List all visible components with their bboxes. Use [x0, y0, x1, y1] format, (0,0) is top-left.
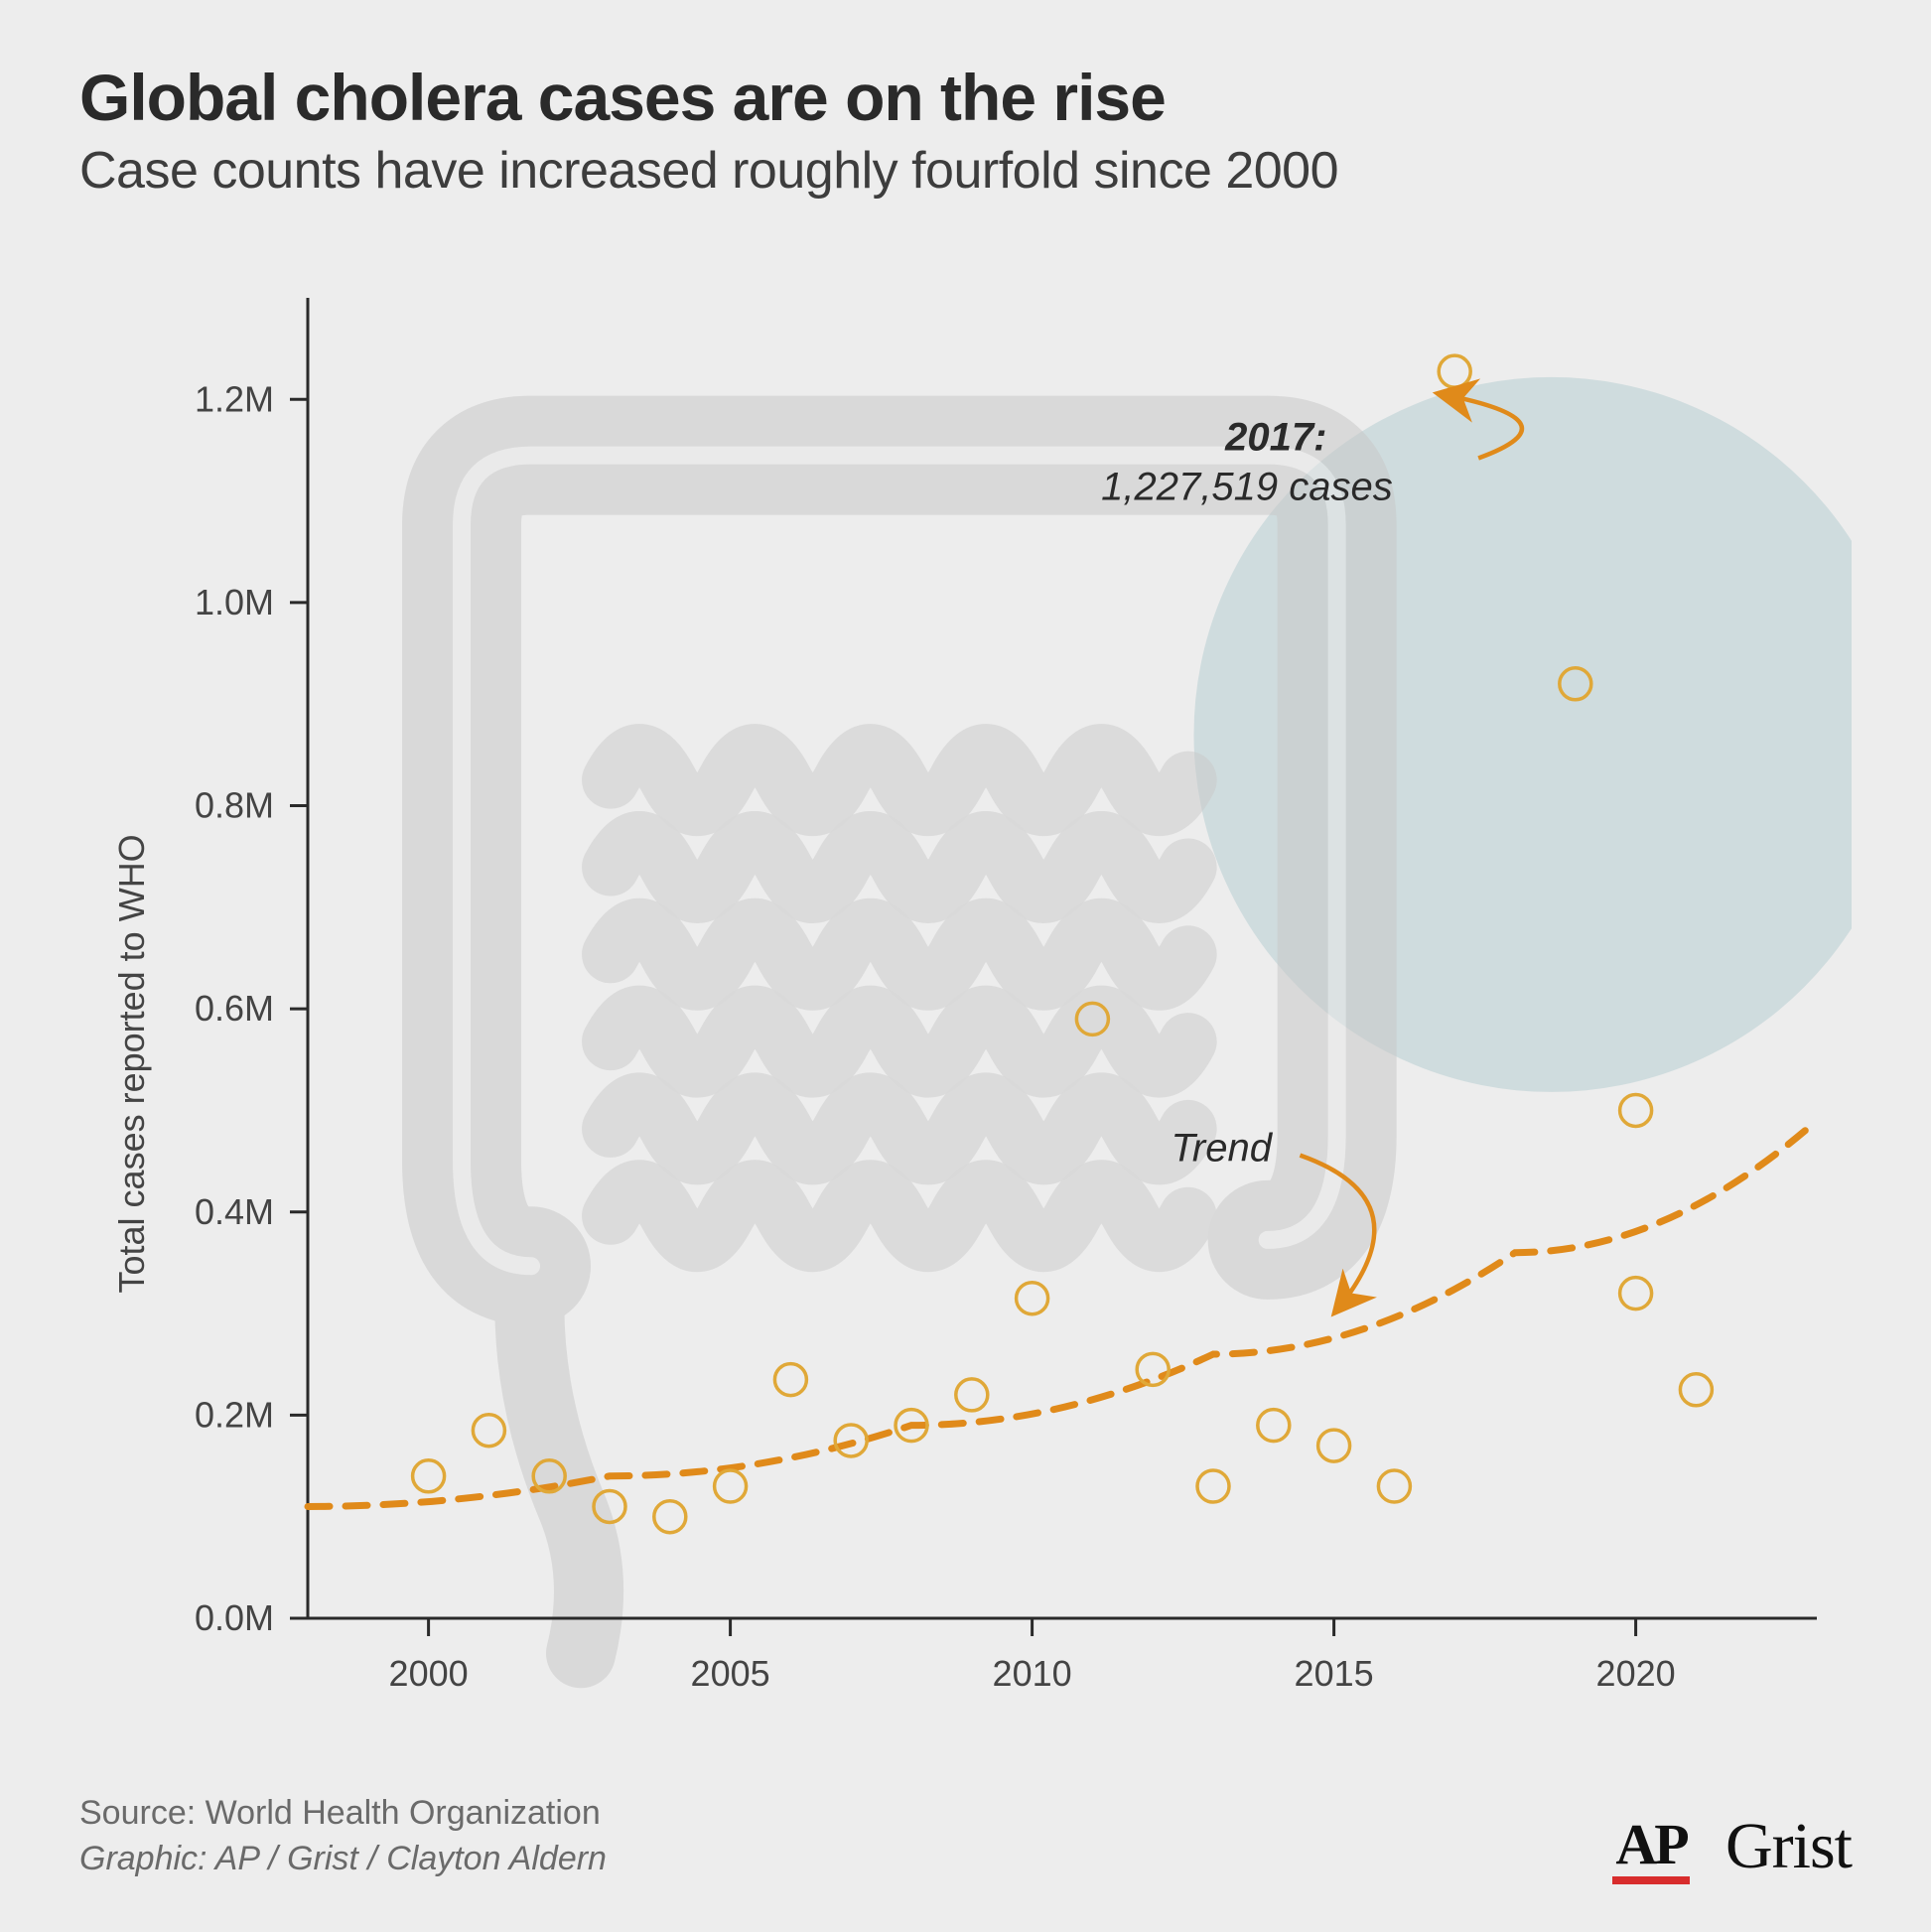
ap-logo-underline [1612, 1876, 1690, 1884]
x-tick-label: 2000 [389, 1653, 469, 1694]
data-point [1318, 1430, 1350, 1461]
data-point [1017, 1283, 1048, 1314]
ap-logo: AP [1612, 1819, 1690, 1884]
credit-line: Graphic: AP / Grist / Clayton Aldern [79, 1837, 607, 1882]
data-point [473, 1415, 504, 1447]
source-line: Source: World Health Organization [79, 1791, 607, 1837]
y-axis-title: Total cases reported to WHO [111, 834, 152, 1293]
data-point [1620, 1278, 1652, 1310]
annotation-2017-cases: 1,227,519 cases [1101, 465, 1393, 508]
annotation-2017-year: 2017: [1224, 415, 1326, 459]
data-point [1197, 1470, 1229, 1502]
data-point [1439, 355, 1470, 387]
data-point [1378, 1470, 1410, 1502]
data-point [774, 1364, 806, 1396]
infographic-canvas: Global cholera cases are on the rise Cas… [0, 0, 1931, 1932]
annotation-trend-label: Trend [1171, 1127, 1273, 1171]
x-tick-label: 2020 [1596, 1653, 1676, 1694]
data-point [1680, 1374, 1712, 1406]
y-tick-label: 0.8M [195, 785, 274, 826]
data-point [715, 1470, 747, 1502]
data-point [1258, 1410, 1290, 1442]
data-point [1620, 1094, 1652, 1126]
x-tick-label: 2005 [691, 1653, 770, 1694]
y-tick-label: 1.2M [195, 378, 274, 419]
ap-logo-text: AP [1615, 1819, 1686, 1870]
data-point [1137, 1353, 1169, 1385]
data-point [956, 1379, 988, 1411]
chart-subtitle: Case counts have increased roughly fourf… [79, 141, 1852, 201]
chart-footer: Source: World Health Organization Graphi… [79, 1791, 607, 1882]
chart-area: 2000 2005 2010 2015 2020 0.0M 0.2M 0.4M 0.6M 0.8M… [79, 238, 1852, 1787]
x-tick-label: 2010 [993, 1653, 1072, 1694]
grist-logo: Grist [1725, 1809, 1852, 1884]
logo-row: AP Grist [1612, 1809, 1852, 1884]
y-tick-label: 0.6M [195, 988, 274, 1029]
y-tick-label: 0.0M [195, 1597, 274, 1638]
chart-title: Global cholera cases are on the rise [79, 60, 1852, 135]
y-tick-label: 1.0M [195, 582, 274, 622]
y-tick-label: 0.2M [195, 1394, 274, 1435]
y-tick-label: 0.4M [195, 1191, 274, 1232]
x-tick-label: 2015 [1295, 1653, 1374, 1694]
data-point [413, 1460, 445, 1492]
data-point [654, 1501, 686, 1533]
scatter-chart: 2000 2005 2010 2015 2020 0.0M 0.2M 0.4M 0.6M 0.8M… [79, 238, 1852, 1787]
